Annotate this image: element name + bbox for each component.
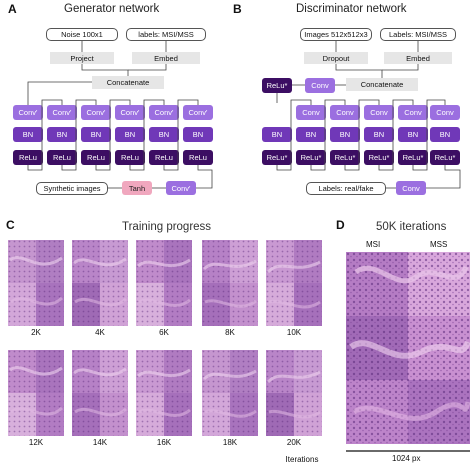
gen-relu-box-3: ReLu	[81, 150, 111, 165]
noise-input-box: Noise 100x1	[46, 28, 118, 41]
panel-b-letter: B	[233, 2, 242, 16]
dropout-box: Dropout	[304, 52, 368, 64]
tile-iteration-label: 14K	[92, 438, 108, 447]
disc-relu-box-6: ReLu*	[430, 150, 460, 165]
msi-column-label: MSI	[366, 240, 381, 249]
gen-embed-box: Embed	[132, 52, 200, 64]
disc-relu-box-4: ReLu*	[364, 150, 394, 165]
disc-final-conv-box: Conv	[396, 181, 426, 195]
disc-relu-box-5: ReLu*	[398, 150, 428, 165]
gen-conv-box-5: Conv'	[149, 105, 179, 120]
tile-iteration-label: 2K	[31, 328, 41, 337]
disc-bn-box-4: BN	[364, 127, 394, 142]
disc-conv-box-5: Conv	[398, 105, 428, 120]
large-tissue-image	[346, 252, 470, 444]
project-box: Project	[50, 52, 114, 64]
tile-iteration-label: 4K	[95, 328, 105, 337]
disc-bn-box-3: BN	[330, 127, 360, 142]
gen-concatenate-box: Concatenate	[92, 76, 164, 89]
tissue-tile-row1-5	[266, 240, 322, 326]
disc-bn-box-5: BN	[398, 127, 428, 142]
tissue-tile-row2-1	[8, 350, 64, 436]
disc-conv-box-4: Conv	[364, 105, 394, 120]
iterations-label: Iterations	[285, 455, 319, 464]
panel-c-letter: C	[6, 218, 15, 232]
gen-labels-box: labels: MSI/MSS	[126, 28, 206, 41]
gen-relu-box-6: ReLu	[183, 150, 213, 165]
gen-conv-box-4: Conv'	[115, 105, 145, 120]
mss-column-label: MSS	[430, 240, 448, 249]
panel-d-letter: D	[336, 218, 345, 232]
gen-conv-box-6: Conv'	[183, 105, 213, 120]
tanh-box: Tanh	[122, 181, 152, 195]
gen-bn-box-4: BN	[115, 127, 145, 142]
disc-relu-box-1: ReLu*	[262, 150, 292, 165]
gen-relu-box-5: ReLu	[149, 150, 179, 165]
tissue-tile-row1-4	[202, 240, 258, 326]
scale-bar	[346, 450, 470, 452]
panel-d-title: 50K iterations	[376, 221, 447, 233]
disc-conv-box-6: Conv	[430, 105, 460, 120]
real-fake-output-box: Labels: real/fake	[306, 182, 386, 195]
disc-relu-box-2: ReLu*	[296, 150, 326, 165]
panel-a-title: Generator network	[64, 3, 160, 15]
panel-c-title: Training progress	[122, 221, 212, 233]
tissue-tile-row1-2	[72, 240, 128, 326]
disc-first-relu-box: ReLu*	[262, 78, 292, 93]
tile-iteration-label: 16K	[156, 438, 172, 447]
tissue-tile-row2-3	[136, 350, 192, 436]
gen-bn-box-2: BN	[47, 127, 77, 142]
gen-bn-box-3: BN	[81, 127, 111, 142]
gen-conv-box-1: Conv'	[13, 105, 43, 120]
tissue-tile-row2-5	[266, 350, 322, 436]
network-connectors	[27, 41, 461, 189]
tissue-tile-row2-2	[72, 350, 128, 436]
disc-images-box: Images 512x512x3	[300, 28, 372, 41]
disc-first-conv-box: Conv	[305, 78, 335, 93]
tile-iteration-label: 6K	[159, 328, 169, 337]
gen-bn-box-1: BN	[13, 127, 43, 142]
gen-relu-box-4: ReLu	[115, 150, 145, 165]
disc-conv-box-3: Conv	[330, 105, 360, 120]
tissue-tile-row2-4	[202, 350, 258, 436]
gen-conv-box-3: Conv'	[81, 105, 111, 120]
panel-b-title: Discriminator network	[296, 3, 407, 15]
disc-relu-box-3: ReLu*	[330, 150, 360, 165]
tile-iteration-label: 10K	[286, 328, 302, 337]
gen-relu-box-2: ReLu	[47, 150, 77, 165]
disc-concatenate-box: Concatenate	[346, 78, 418, 91]
gen-conv-box-2: Conv'	[47, 105, 77, 120]
disc-bn-box-6: BN	[430, 127, 460, 142]
disc-embed-box: Embed	[384, 52, 452, 64]
disc-bn-box-1: BN	[262, 127, 292, 142]
disc-conv-box-2: Conv	[296, 105, 326, 120]
scale-bar-label: 1024 px	[392, 454, 421, 463]
gen-bn-box-6: BN	[183, 127, 213, 142]
panel-a-letter: A	[8, 2, 17, 16]
large-tissue-mosaic	[346, 252, 470, 444]
tile-iteration-label: 20K	[286, 438, 302, 447]
synthetic-images-box: Synthetic images	[36, 182, 108, 195]
tissue-tile-row1-3	[136, 240, 192, 326]
tile-iteration-label: 18K	[222, 438, 238, 447]
gen-relu-box-1: ReLu	[13, 150, 43, 165]
gen-bn-box-5: BN	[149, 127, 179, 142]
disc-bn-box-2: BN	[296, 127, 326, 142]
tissue-tile-row1-1	[8, 240, 64, 326]
disc-labels-box: Labels: MSI/MSS	[380, 28, 456, 41]
tile-iteration-label: 12K	[28, 438, 44, 447]
gen-final-conv-box: Conv'	[166, 181, 196, 195]
tile-iteration-label: 8K	[225, 328, 235, 337]
